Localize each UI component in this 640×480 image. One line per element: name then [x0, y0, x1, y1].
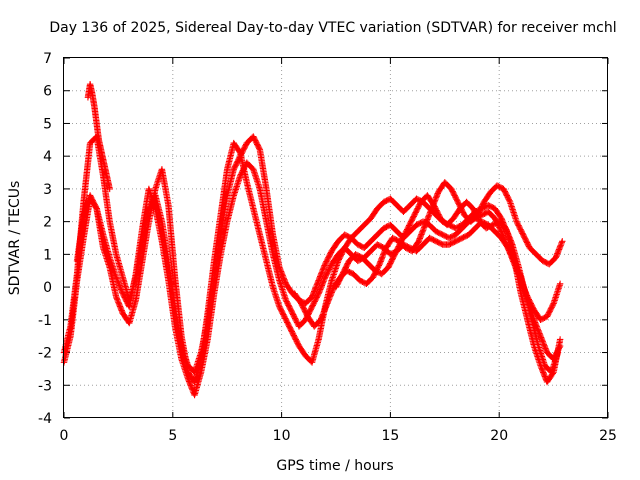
data-point	[506, 197, 513, 204]
x-tick-labels: 0 5 10 15 20 25	[60, 428, 617, 444]
y-tick-label: -1	[38, 313, 52, 329]
series-track-5	[291, 179, 566, 330]
data-point	[556, 344, 563, 351]
data-point	[556, 280, 564, 288]
y-tick-labels: -4 -3 -2 -1 0 1 2 3 4 5 6 7	[38, 51, 52, 427]
data-point	[556, 336, 564, 343]
y-tick-label: -2	[38, 346, 52, 362]
y-tick-label: 3	[43, 182, 52, 198]
x-tick-label: 0	[60, 428, 69, 444]
y-tick-label: 6	[43, 84, 52, 100]
x-tick-label: 5	[168, 428, 177, 444]
chart-title: Day 136 of 2025, Sidereal Day-to-day VTE…	[49, 20, 616, 36]
series-track-6	[332, 192, 562, 376]
y-tick-label: -3	[38, 378, 52, 394]
x-tick-label: 25	[599, 428, 617, 444]
y-tick-label: 4	[43, 149, 52, 165]
data-point	[556, 342, 564, 350]
y-axis-label: SDTVAR / TECUs	[7, 181, 23, 296]
data-point	[554, 349, 562, 356]
data-point	[92, 204, 100, 211]
y-tick-label: 5	[43, 116, 52, 132]
series-track-2	[60, 133, 564, 376]
data-point	[106, 185, 113, 193]
data-point	[255, 145, 263, 152]
x-tick-label: 10	[273, 428, 291, 444]
x-axis-label: GPS time / hours	[276, 458, 393, 474]
x-tick-label: 20	[490, 428, 508, 444]
data-point	[559, 238, 566, 245]
x-tick-label: 15	[381, 428, 399, 444]
y-tick-label: 2	[43, 215, 52, 231]
y-tick-label: -4	[38, 411, 52, 427]
y-tick-label: 7	[43, 51, 52, 67]
data-marks	[60, 80, 566, 399]
y-tick-label: 1	[43, 247, 52, 263]
data-point	[549, 301, 557, 308]
plot-frame	[63, 57, 608, 418]
y-tick-label: 0	[43, 280, 52, 296]
series-track-4	[84, 80, 113, 193]
